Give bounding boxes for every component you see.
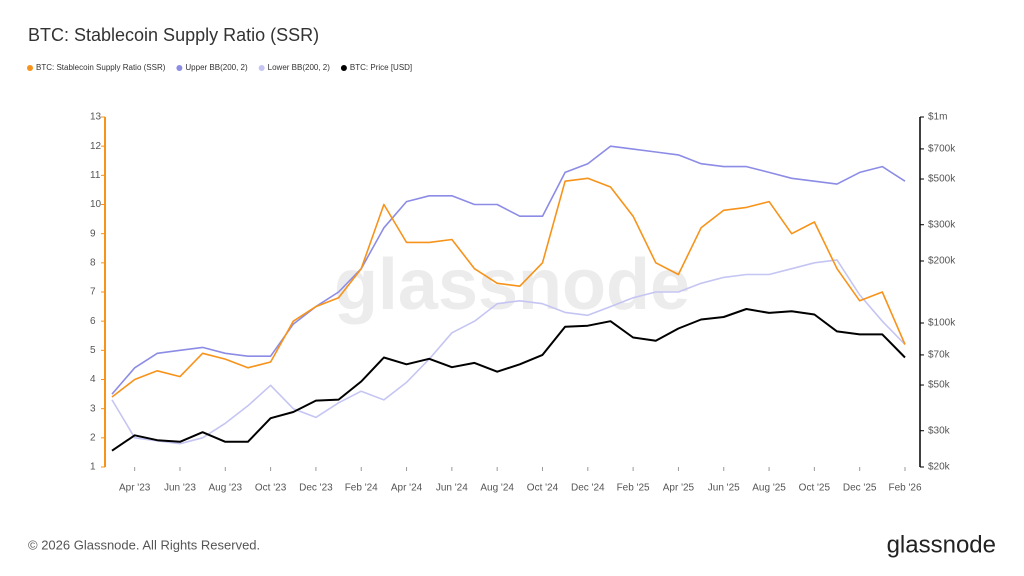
legend-marker	[340, 65, 347, 71]
x-tick-label: Jun '25	[708, 483, 740, 494]
series-line	[111, 145, 906, 395]
x-tick-label: Aug '24	[480, 483, 514, 494]
x-tick-label: Feb '25	[617, 483, 650, 494]
x-tick-label: Aug '25	[752, 483, 786, 494]
legend-label: BTC: Stablecoin Supply Ratio (SSR)	[36, 63, 166, 72]
y2-tick-label: $100k	[928, 318, 956, 329]
y2-tick-label: $1m	[928, 112, 947, 123]
y-tick-label: 5	[90, 345, 96, 356]
y2-tick-label: $200k	[928, 256, 956, 267]
y-tick-label: 4	[90, 374, 96, 385]
x-tick-label: Dec '24	[571, 483, 605, 494]
y2-tick-label: $700k	[928, 144, 956, 155]
y-tick-label: 8	[90, 257, 96, 268]
x-tick-label: Dec '25	[843, 483, 877, 494]
y-tick-label: 2	[90, 432, 96, 443]
y-tick-label: 7	[90, 287, 96, 298]
x-tick-label: Oct '23	[255, 483, 287, 494]
y2-tick-label: $30k	[928, 425, 951, 436]
legend-label: BTC: Price [USD]	[350, 63, 412, 72]
y-tick-label: 1	[90, 462, 96, 473]
x-tick-label: Jun '23	[164, 483, 196, 494]
y-tick-label: 6	[90, 316, 96, 327]
series-line	[111, 308, 906, 452]
chart-title: BTC: Stablecoin Supply Ratio (SSR)	[28, 25, 319, 45]
legend-label: Upper BB(200, 2)	[185, 63, 248, 72]
y-tick-label: 13	[90, 112, 102, 123]
x-tick-label: Apr '25	[663, 483, 695, 494]
legend-marker	[27, 65, 33, 71]
legend-label: Lower BB(200, 2)	[268, 63, 331, 72]
series-line	[111, 177, 906, 398]
y-tick-label: 10	[90, 199, 102, 210]
x-tick-label: Apr '24	[391, 483, 423, 494]
x-tick-label: Feb '24	[345, 483, 378, 494]
x-tick-label: Apr '23	[119, 483, 151, 494]
legend-marker	[176, 65, 183, 71]
x-tick-label: Dec '23	[299, 483, 333, 494]
y-tick-label: 12	[90, 141, 102, 152]
x-tick-label: Feb '26	[888, 483, 921, 494]
series-line	[111, 259, 906, 445]
y-tick-label: 11	[90, 170, 101, 181]
x-tick-label: Jun '24	[436, 483, 468, 494]
footer: © 2026 Glassnode. All Rights Reserved.	[28, 537, 260, 552]
legend-marker	[258, 65, 265, 71]
y2-tick-label: $300k	[928, 219, 956, 230]
y-tick-label: 9	[90, 228, 96, 239]
x-tick-label: Oct '24	[527, 483, 559, 494]
y2-tick-label: $70k	[928, 350, 951, 361]
y-tick-label: 3	[90, 403, 96, 414]
x-tick-label: Aug '23	[208, 483, 242, 494]
y2-tick-label: $50k	[928, 380, 951, 391]
y2-tick-label: $500k	[928, 174, 956, 185]
x-tick-label: Oct '25	[799, 483, 831, 494]
logo: glassnode	[887, 531, 996, 558]
y2-tick-label: $20k	[928, 462, 951, 473]
